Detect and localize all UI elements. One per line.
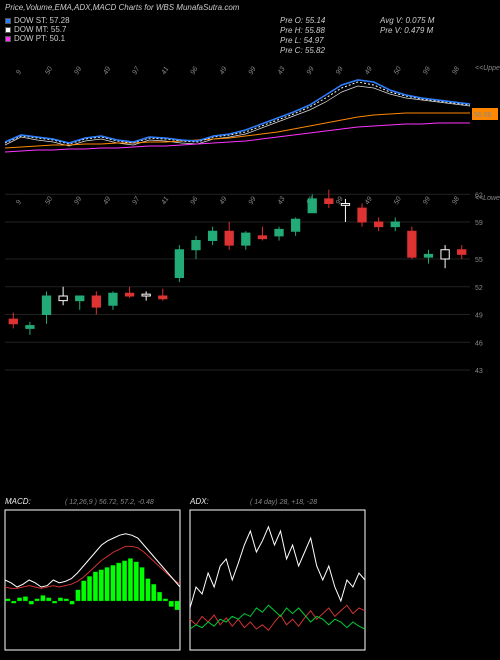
svg-text:49: 49 bbox=[364, 66, 374, 76]
candle bbox=[375, 222, 383, 227]
candle bbox=[408, 231, 416, 257]
svg-text:59: 59 bbox=[475, 220, 483, 227]
candle bbox=[92, 296, 100, 307]
svg-text:99: 99 bbox=[306, 66, 316, 76]
candle bbox=[76, 296, 84, 301]
svg-text:43: 43 bbox=[277, 196, 287, 206]
svg-text:49: 49 bbox=[219, 66, 229, 76]
svg-text:99: 99 bbox=[422, 196, 432, 206]
candle bbox=[109, 293, 117, 305]
svg-text:50: 50 bbox=[393, 66, 403, 76]
candle bbox=[142, 294, 150, 296]
svg-text:49: 49 bbox=[364, 196, 374, 206]
candle bbox=[26, 326, 34, 329]
svg-text:<<Uppe: <<Uppe bbox=[475, 65, 500, 72]
svg-text:97: 97 bbox=[131, 65, 142, 76]
svg-text:62: 62 bbox=[475, 192, 483, 199]
candle bbox=[458, 250, 466, 255]
svg-text:49: 49 bbox=[102, 66, 112, 76]
candle bbox=[325, 199, 333, 204]
panel-box bbox=[5, 510, 180, 650]
candle bbox=[208, 231, 216, 240]
svg-text:46: 46 bbox=[475, 340, 483, 347]
svg-text:( 14 day) 28, +18, -28: ( 14 day) 28, +18, -28 bbox=[250, 499, 317, 506]
svg-text:98: 98 bbox=[451, 66, 461, 76]
svg-text:97: 97 bbox=[131, 195, 142, 206]
svg-text:98: 98 bbox=[451, 196, 461, 206]
svg-text:49: 49 bbox=[219, 196, 229, 206]
candle bbox=[275, 229, 283, 235]
candle bbox=[242, 233, 250, 245]
svg-text:99: 99 bbox=[248, 196, 258, 206]
svg-text:49: 49 bbox=[102, 196, 112, 206]
svg-text:50: 50 bbox=[393, 196, 403, 206]
candle bbox=[391, 222, 399, 227]
candle bbox=[424, 254, 432, 257]
candle bbox=[258, 236, 266, 239]
svg-text:55: 55 bbox=[475, 257, 483, 264]
svg-text:43: 43 bbox=[277, 66, 287, 76]
candle bbox=[59, 296, 67, 301]
svg-text:99: 99 bbox=[73, 66, 83, 76]
candle bbox=[341, 204, 349, 206]
svg-text:49: 49 bbox=[475, 313, 483, 320]
candle bbox=[225, 231, 233, 245]
svg-text:MACD:: MACD: bbox=[5, 497, 31, 506]
svg-text:43: 43 bbox=[475, 368, 483, 375]
svg-text:96: 96 bbox=[190, 66, 200, 76]
svg-text:41: 41 bbox=[161, 196, 171, 206]
svg-text:99: 99 bbox=[73, 196, 83, 206]
candle bbox=[175, 250, 183, 278]
svg-text:99: 99 bbox=[248, 66, 258, 76]
svg-text:41: 41 bbox=[161, 66, 171, 76]
candle bbox=[9, 319, 17, 324]
candle bbox=[441, 250, 449, 259]
ema-line-blue bbox=[5, 80, 470, 143]
svg-text:( 12,26,9 ) 56.72, 57.2, -0.48: ( 12,26,9 ) 56.72, 57.2, -0.48 bbox=[65, 499, 154, 506]
svg-text:56.96: 56.96 bbox=[474, 112, 492, 119]
svg-text:99: 99 bbox=[422, 66, 432, 76]
candle bbox=[42, 296, 50, 315]
svg-text:ADX:: ADX: bbox=[189, 497, 209, 506]
svg-text:96: 96 bbox=[190, 196, 200, 206]
candle bbox=[159, 296, 167, 299]
svg-text:9: 9 bbox=[15, 69, 23, 76]
chart-canvas: 9950509999494997974141969649499999434399… bbox=[0, 0, 500, 660]
candle bbox=[291, 219, 299, 231]
svg-text:50: 50 bbox=[44, 66, 54, 76]
candle bbox=[308, 199, 316, 213]
svg-text:9: 9 bbox=[15, 199, 23, 206]
svg-text:50: 50 bbox=[44, 196, 54, 206]
svg-text:52: 52 bbox=[475, 285, 483, 292]
candle bbox=[125, 293, 133, 296]
svg-text:99: 99 bbox=[335, 66, 345, 76]
candle bbox=[192, 241, 200, 250]
candle bbox=[358, 208, 366, 222]
